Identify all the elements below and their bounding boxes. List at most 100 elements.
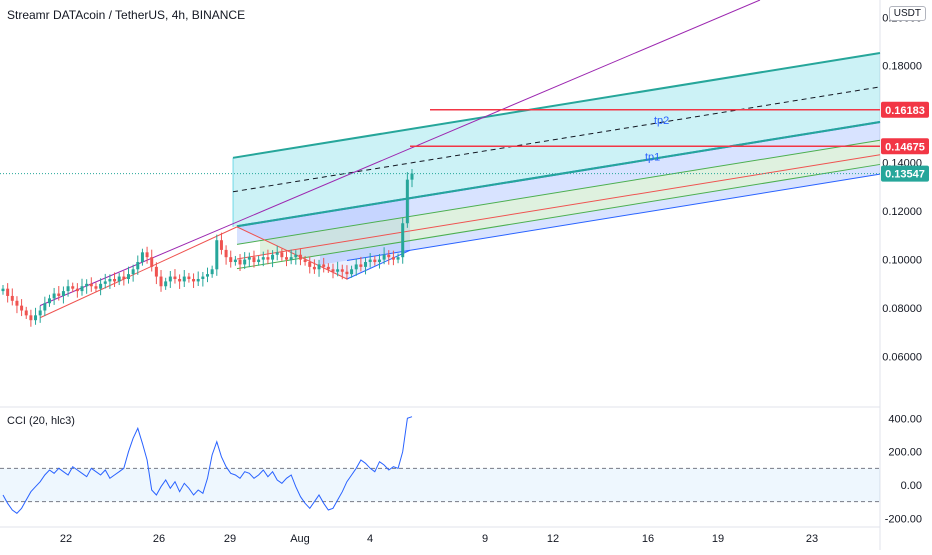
price-tick-label: 0.18000	[882, 61, 922, 73]
candle-body	[187, 276, 191, 279]
x-tick-label: 23	[806, 533, 818, 545]
candle-body	[275, 252, 279, 255]
x-tick-label: 29	[224, 533, 236, 545]
price-tick-label: 0.10000	[882, 255, 922, 267]
candle-body	[285, 257, 289, 260]
candle-body	[117, 276, 121, 282]
candle-body	[94, 286, 98, 289]
candle-body	[391, 257, 395, 260]
candle-body	[364, 262, 368, 267]
candle-body	[140, 252, 144, 263]
candle-body	[201, 276, 205, 279]
fork-dashed-centre	[232, 86, 881, 193]
fork-fill-teal	[233, 52, 880, 227]
fork-median	[236, 154, 881, 260]
tp2-price-label: 0.16183	[885, 105, 925, 117]
fork-lower	[346, 173, 881, 262]
tp1-price-label-bg	[881, 138, 929, 155]
candle-body	[80, 286, 84, 292]
candle-body	[252, 257, 256, 263]
fork-anchor-lower	[346, 249, 411, 280]
candle-body	[178, 278, 182, 282]
candle-body	[322, 264, 326, 267]
candle-body	[99, 283, 103, 289]
x-tick-label: 26	[153, 533, 165, 545]
x-tick-label: Aug	[290, 533, 310, 545]
candle-body	[238, 259, 242, 265]
cci-tick-label: 400.00	[888, 413, 922, 425]
candle-body	[294, 254, 298, 258]
candle-body	[340, 269, 344, 272]
candle-body	[396, 257, 400, 260]
candle-body	[308, 262, 312, 267]
candle-body	[377, 259, 381, 263]
fan-line-upper	[39, 0, 761, 307]
candle-body	[66, 286, 70, 292]
candle-body	[75, 288, 79, 292]
candle-body	[312, 266, 316, 270]
cci-line	[2, 416, 413, 514]
candle-body	[71, 286, 75, 289]
fork-mid-upper	[236, 139, 881, 245]
tp2-annotation: tp2	[654, 115, 669, 127]
candle-body	[168, 276, 172, 282]
fork-mid-lower	[236, 163, 881, 270]
candle-body	[159, 276, 163, 287]
tp1-annotation: tp1	[645, 151, 660, 163]
candle-body	[122, 276, 126, 279]
candle-body	[131, 269, 135, 275]
candle-body	[1, 288, 5, 292]
candle-body	[206, 274, 209, 277]
candle-body	[173, 276, 177, 279]
candle-body	[34, 315, 38, 321]
candle-body	[85, 283, 89, 287]
price-tick-label: 0.06000	[882, 352, 922, 364]
cci-indicator-label[interactable]: CCI (20, hlc3)	[7, 415, 75, 427]
candle-body	[289, 257, 293, 260]
candle-body	[368, 259, 372, 263]
candle-body	[266, 257, 270, 260]
tp1-price-label: 0.14675	[885, 141, 925, 153]
candle-body	[326, 266, 330, 270]
candle-body	[145, 252, 149, 258]
candle-body	[38, 310, 42, 316]
candle-body	[57, 293, 61, 296]
candle-body	[108, 278, 112, 282]
candle-body	[103, 281, 107, 284]
candle-body	[298, 254, 302, 260]
cci-tick-label: 0.00	[901, 480, 922, 492]
candle-body	[196, 278, 200, 282]
candle-body	[247, 257, 251, 260]
last-price-label: 0.13547	[885, 169, 925, 181]
x-tick-label: 9	[482, 533, 488, 545]
currency-badge[interactable]: USDT	[888, 6, 926, 21]
candle-body	[354, 264, 358, 270]
candle-body	[15, 300, 19, 306]
fork-fill-blue-lower	[320, 164, 880, 265]
candle-body	[382, 254, 386, 260]
candle-body	[359, 264, 363, 267]
x-tick-label: 16	[642, 533, 654, 545]
cci-tick-label: -200.00	[885, 513, 922, 525]
fork-fill-green-lower	[290, 154, 880, 261]
candle-body	[401, 223, 405, 258]
price-tick-label: 0.12000	[882, 206, 922, 218]
candle-body	[317, 264, 321, 270]
candle-body	[24, 310, 28, 316]
candle-body	[192, 278, 196, 282]
candle-body	[336, 269, 340, 272]
price-tick-label: 0.08000	[882, 303, 922, 315]
candle-body	[210, 269, 214, 275]
trend-line-lower	[39, 226, 238, 319]
candle-body	[261, 257, 265, 260]
last-price-label-bg	[881, 165, 929, 182]
candle-body	[52, 293, 56, 299]
candle-body	[303, 259, 307, 263]
x-tick-label: 4	[367, 533, 373, 545]
cci-band-fill	[0, 468, 880, 502]
candle-body	[350, 269, 354, 275]
candle-body	[182, 276, 186, 282]
tp2-price-label-bg	[881, 101, 929, 118]
